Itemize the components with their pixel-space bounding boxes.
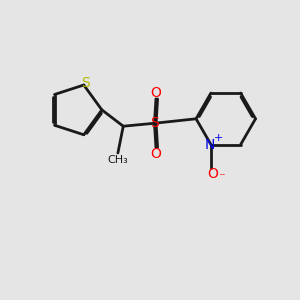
Text: N: N	[204, 137, 214, 152]
Text: S: S	[150, 116, 159, 130]
Text: O: O	[151, 86, 161, 100]
Text: O: O	[151, 147, 161, 161]
Text: +: +	[214, 133, 223, 143]
Text: CH₃: CH₃	[107, 154, 128, 164]
Text: O: O	[207, 167, 218, 181]
Text: ⁻: ⁻	[218, 171, 225, 184]
Text: S: S	[82, 76, 90, 90]
